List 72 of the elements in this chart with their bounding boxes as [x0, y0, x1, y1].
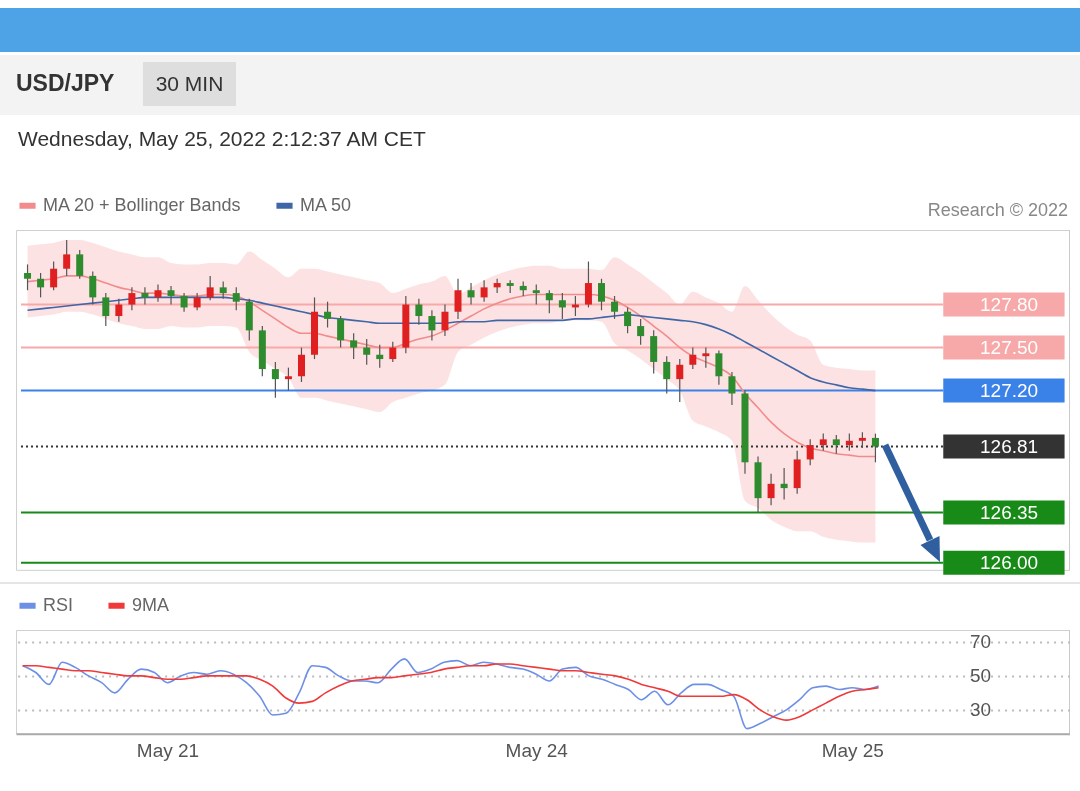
candlestick [676, 358, 684, 403]
candlestick [415, 298, 423, 326]
candlestick [337, 315, 345, 349]
candlestick [102, 292, 110, 327]
candlestick [271, 361, 279, 399]
candlestick [532, 283, 540, 306]
candlestick [128, 286, 136, 311]
candlestick [89, 270, 97, 306]
y-tick-label: 50 [970, 665, 992, 687]
line-series [21, 663, 880, 721]
candlestick [167, 285, 175, 306]
candlestick [115, 298, 123, 323]
candlestick [441, 303, 449, 337]
chart-title: USD/JPY [16, 70, 115, 97]
candlestick [558, 292, 566, 320]
y-tick-label: 126.00 [980, 552, 1039, 574]
candlestick [141, 286, 149, 306]
candlestick [454, 278, 462, 320]
candlestick [324, 301, 332, 329]
text: 30 MIN [143, 62, 236, 106]
y-tick-label: 126.81 [980, 436, 1039, 458]
candlestick [832, 434, 840, 455]
candlestick [689, 346, 697, 370]
legend-label: MA 50 [300, 194, 352, 215]
candlestick [206, 275, 214, 301]
candlestick [232, 286, 240, 311]
legend-label: MA 20 + Bollinger Bands [43, 194, 241, 215]
candlestick [389, 341, 397, 363]
candlestick [37, 272, 45, 298]
candlestick [806, 438, 814, 466]
candlestick [780, 467, 788, 501]
x-tick-label: May 25 [821, 740, 884, 762]
y-tick-label: 70 [970, 631, 992, 653]
candlestick [180, 292, 188, 313]
candlestick [63, 239, 71, 277]
candlestick [871, 433, 879, 463]
candlestick [624, 306, 632, 334]
chart-subtitle: Wednesday, May 25, 2022 2:12:37 AM CET [18, 127, 426, 151]
y-tick-label: 126.35 [980, 501, 1039, 523]
candlestick [493, 278, 501, 294]
x-tick-label: May 24 [505, 740, 568, 762]
candlestick [24, 263, 32, 291]
y-tick-label: 30 [970, 699, 992, 721]
candlestick [702, 346, 710, 369]
candlestick [467, 282, 475, 306]
x-tick-label: May 21 [136, 740, 200, 762]
candlestick [76, 249, 84, 280]
candlestick [480, 279, 488, 303]
candlestick [598, 278, 605, 311]
candlestick [350, 332, 358, 360]
candlestick [715, 349, 723, 386]
candlestick [637, 318, 645, 346]
y-tick-label: 127.80 [980, 294, 1039, 316]
line-series [21, 658, 880, 730]
candlestick [663, 355, 671, 395]
candlestick [767, 473, 775, 506]
candlestick [376, 344, 384, 369]
y-tick-label: 127.20 [980, 380, 1039, 402]
legend-label: 9MA [132, 594, 170, 615]
candlestick [50, 260, 58, 291]
candlestick [284, 367, 292, 392]
candlestick [154, 283, 162, 303]
text: Research © 2022 [927, 200, 1068, 221]
candlestick [611, 295, 619, 320]
candlestick [584, 260, 592, 309]
y-tick-label: 127.50 [980, 337, 1039, 359]
candlestick [728, 371, 736, 406]
candlestick [363, 338, 371, 366]
candlestick [428, 309, 436, 342]
candlestick [297, 346, 305, 383]
candlestick [545, 289, 553, 314]
legend-label: RSI [43, 594, 74, 615]
